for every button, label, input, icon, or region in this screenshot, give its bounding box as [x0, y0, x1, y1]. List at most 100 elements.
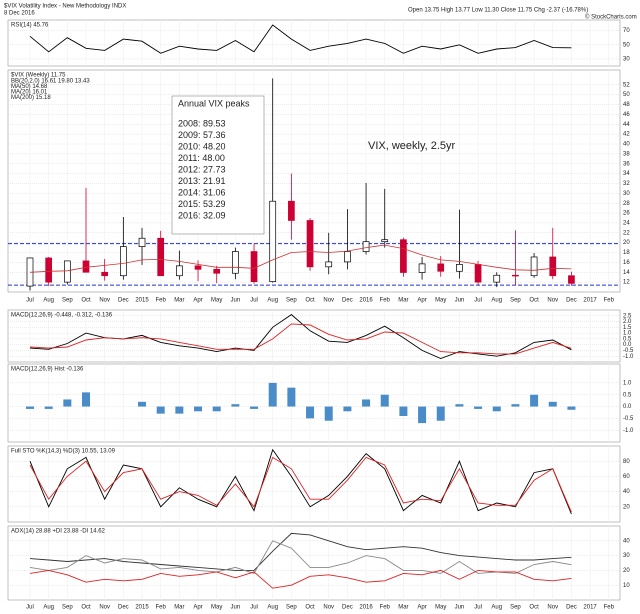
y-tick-label: 2.5 — [623, 313, 632, 319]
hist-bar — [268, 382, 277, 407]
y-tick-label: 42 — [623, 132, 630, 138]
candle-body — [101, 271, 109, 277]
hist-bar — [194, 406, 203, 412]
x-tick-label: Nov — [323, 605, 334, 611]
x-tick-label: Aug — [267, 298, 278, 304]
x-tick-label: Nov — [547, 298, 558, 304]
series-line — [29, 456, 572, 513]
candle-body — [568, 275, 575, 284]
y-tick-label: 48 — [623, 102, 630, 108]
x-tick-label: Jun — [455, 298, 465, 304]
panel-title: RSI(14) 45.76 — [11, 23, 49, 29]
legend-entry: MA(50) 14.68 — [11, 84, 48, 90]
x-tick-label: Nov — [99, 605, 110, 611]
x-tick-label: Jun — [231, 605, 241, 611]
candle-body — [530, 256, 538, 277]
hist-bar — [138, 401, 147, 407]
candle-body — [288, 200, 295, 221]
x-tick-label: Aug — [491, 605, 502, 611]
y-tick-label: -1.0 — [623, 428, 634, 434]
legend-entry: MA(20) 16.01 — [11, 90, 48, 96]
x-tick-label: Sep — [510, 298, 521, 304]
hist-bar — [380, 394, 389, 407]
y-tick-label: -0.5 — [623, 416, 634, 422]
y-tick-label: -0.5 — [623, 348, 634, 354]
x-tick-label: 2015 — [135, 605, 149, 611]
y-tick-label: 24 — [623, 221, 630, 227]
x-tick-label: Apr — [193, 298, 202, 304]
annotation-box — [171, 95, 265, 235]
panel-title: Full STO %K(14,3) %D(3) 10.55, 13.09 — [11, 449, 116, 455]
x-tick-label: Sep — [62, 298, 73, 304]
x-tick-label: Dec — [342, 605, 353, 611]
x-tick-label: 2016 — [359, 298, 373, 304]
symbol: $VIX Volatility Index - New Methodology … — [4, 4, 126, 10]
x-tick-label: Dec — [566, 298, 577, 304]
y-tick-label: 36 — [623, 161, 630, 167]
candle-body — [325, 261, 333, 268]
y-tick-label: 40 — [623, 142, 630, 148]
x-tick-label: Nov — [323, 298, 334, 304]
x-tick-label: Apr — [417, 605, 426, 611]
hist-bar — [306, 406, 315, 419]
candle-body — [176, 265, 183, 277]
hist-bar — [474, 406, 483, 409]
candle-body — [232, 251, 239, 274]
x-tick-label: Feb — [380, 605, 391, 611]
x-tick-label: Jul — [250, 605, 258, 611]
series-line — [29, 448, 572, 515]
panel — [7, 363, 621, 443]
x-tick-label: Nov — [99, 298, 110, 304]
x-tick-label: Aug — [43, 298, 54, 304]
hist-bar — [343, 406, 352, 412]
y-tick-label: 20 — [623, 504, 630, 510]
hist-bar — [82, 392, 91, 407]
x-tick-label: Feb — [604, 298, 615, 304]
y-tick-label: 16 — [623, 260, 630, 266]
y-tick-label: -1.0 — [623, 354, 634, 360]
candle-body — [344, 251, 351, 263]
panel-title: $VIX (Weekly) 11.75 — [11, 73, 66, 79]
hist-bar — [436, 406, 445, 421]
x-tick-label: May — [211, 298, 222, 304]
y-tick-label: 1.0 — [623, 331, 632, 337]
hist-bar — [511, 404, 520, 407]
x-tick-label: Apr — [417, 298, 426, 304]
hist-bar — [212, 406, 221, 412]
annotation-line: 2010: 48.20 — [178, 141, 226, 151]
annotation-line: 2013: 21.91 — [178, 176, 226, 186]
x-tick-label: Feb — [380, 298, 391, 304]
x-tick-label: Apr — [193, 605, 202, 611]
x-tick-label: Dec — [566, 605, 577, 611]
candle-body — [381, 239, 389, 243]
hist-bar — [44, 406, 53, 409]
x-tick-label: Sep — [286, 298, 297, 304]
x-tick-label: Oct — [529, 298, 539, 304]
x-tick-label: Mar — [398, 605, 408, 611]
annotation-line: 2012: 27.73 — [178, 164, 226, 174]
series-line — [29, 569, 572, 589]
annotation-note: VIX, weekly, 2.5yr — [368, 140, 456, 152]
credit: © StockCharts.com — [585, 14, 637, 21]
x-tick-label: Feb — [604, 605, 615, 611]
annotation-line: 2009: 57.36 — [178, 130, 226, 140]
candle-body — [437, 263, 445, 272]
y-tick-label: 52 — [623, 82, 630, 88]
candle-body — [400, 239, 407, 273]
y-tick-label: 30 — [623, 553, 630, 559]
hist-bar — [548, 401, 557, 407]
candle-body — [549, 256, 557, 277]
x-tick-label: Nov — [547, 605, 558, 611]
y-tick-label: 26 — [623, 211, 630, 217]
x-tick-label: 2017 — [583, 298, 597, 304]
panel — [7, 525, 621, 601]
x-tick-label: Oct — [529, 605, 539, 611]
annotation-title: Annual VIX peaks — [178, 98, 250, 108]
hist-bar — [324, 406, 333, 421]
annotation-line: 2014: 31.06 — [178, 187, 226, 197]
y-tick-label: 0.5 — [623, 336, 632, 342]
y-tick-label: 50 — [623, 42, 630, 48]
hist-bar — [63, 399, 72, 407]
legend-entry: MA(200) 15.18 — [11, 95, 51, 101]
candle-body — [269, 200, 277, 282]
